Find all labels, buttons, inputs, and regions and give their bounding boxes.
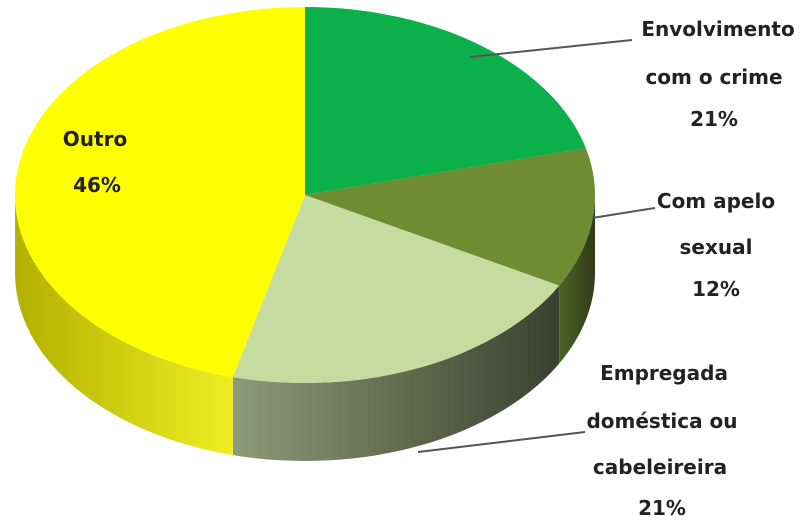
label-outro: Outro 46% [63, 127, 127, 197]
label-empregada-line-2: doméstica ou [586, 409, 737, 433]
pie-side-empregada [232, 285, 560, 461]
pie-slice-empregada [232, 195, 560, 383]
pie-side-apelo [559, 195, 595, 364]
label-apelo-line-1: Com apelo [657, 189, 775, 213]
label-apelo-value: 12% [692, 277, 740, 301]
label-outro-value: 46% [73, 173, 121, 197]
label-empregada-line-3: cabeleireira [593, 455, 727, 479]
pie-side-outro [15, 195, 233, 456]
pie-sides [15, 195, 595, 461]
leader-line-envolvimento [469, 39, 633, 58]
label-envolvimento-value: 21% [690, 107, 738, 131]
label-empregada-line-1: Empregada [600, 361, 728, 385]
pie-tops [15, 7, 595, 383]
label-apelo-line-2: sexual [680, 235, 753, 259]
label-empregada-value: 21% [638, 496, 686, 520]
label-envolvimento: Envolvimento com o crime 21% [641, 17, 794, 131]
leader-lines [417, 39, 656, 453]
leader-line-empregada [417, 431, 586, 453]
label-empregada: Empregada doméstica ou cabeleireira 21% [586, 361, 737, 520]
label-outro-line-1: Outro [63, 127, 127, 151]
label-envolvimento-line-1: Envolvimento [641, 17, 794, 41]
label-envolvimento-line-2: com o crime [645, 65, 782, 89]
pie-slice-envolvimento [305, 7, 586, 195]
leader-line-apelo [591, 207, 656, 219]
label-apelo: Com apelo sexual 12% [657, 189, 775, 301]
pie-slice-outro [15, 7, 306, 378]
pie-slice-apelo [305, 148, 595, 286]
